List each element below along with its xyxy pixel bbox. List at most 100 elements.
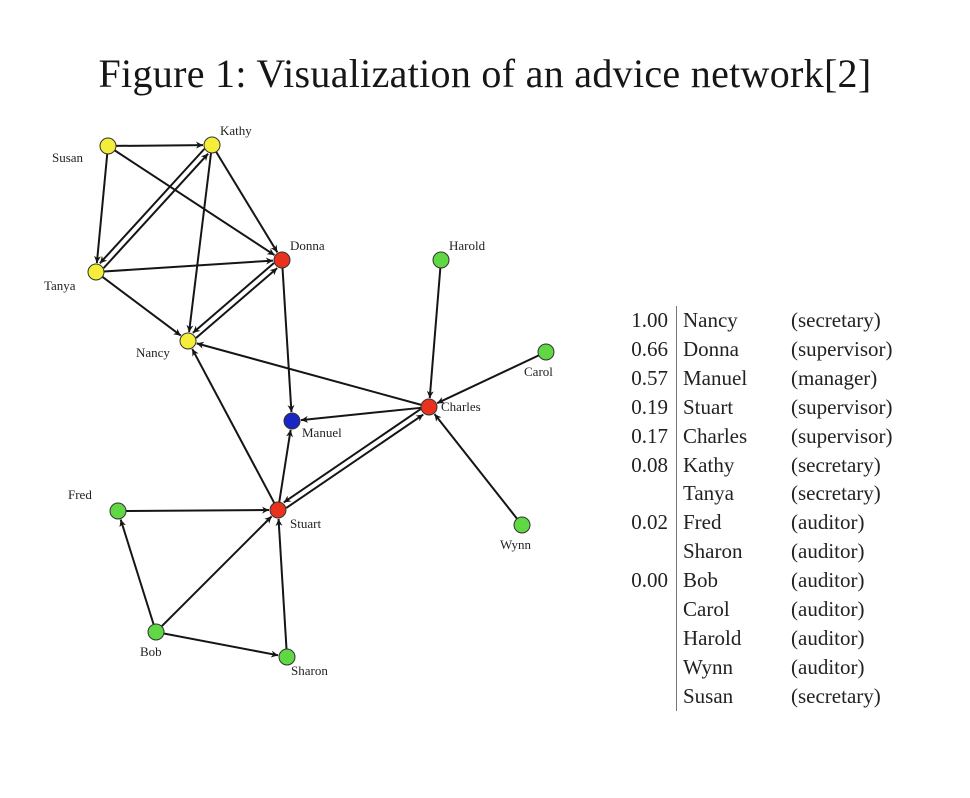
edge-susan-to-kathy [116,145,203,146]
edge-tanya-to-kathy [104,154,209,268]
ranking-score: 0.57 [600,364,677,393]
edge-charles-to-nancy [197,343,422,405]
node-fred [110,503,126,519]
ranking-name: Sharon [677,537,784,566]
node-kathy [204,137,220,153]
ranking-name: Stuart [677,393,784,422]
node-label-wynn: Wynn [500,537,531,552]
ranking-role: (secretary) [783,479,940,508]
ranking-name: Wynn [677,653,784,682]
node-label-stuart: Stuart [290,516,321,531]
node-label-fred: Fred [68,487,92,502]
ranking-row: Carol (auditor) [600,595,940,624]
edge-sharon-to-stuart [279,519,287,649]
ranking-score [600,682,677,711]
node-stuart [270,502,286,518]
node-label-kathy: Kathy [220,123,252,138]
ranking-role: (auditor) [783,508,940,537]
ranking-score [600,537,677,566]
node-wynn [514,517,530,533]
edge-kathy-to-nancy [189,153,211,332]
ranking-role: (supervisor) [783,393,940,422]
ranking-role: (auditor) [783,566,940,595]
node-label-charles: Charles [441,399,481,414]
ranking-row: 1.00 Nancy (secretary) [600,306,940,335]
ranking-name: Tanya [677,479,784,508]
ranking-name: Charles [677,422,784,451]
edge-donna-to-nancy [193,263,274,333]
node-tanya [88,264,104,280]
ranking-row: 0.00 Bob (auditor) [600,566,940,595]
ranking-role: (manager) [783,364,940,393]
edge-stuart-to-manuel [279,430,290,502]
ranking-score [600,479,677,508]
edge-bob-to-sharon [164,633,278,655]
node-label-nancy: Nancy [136,345,170,360]
ranking-role: (auditor) [783,595,940,624]
node-bob [148,624,164,640]
edge-nancy-to-donna [196,268,277,338]
node-label-bob: Bob [140,644,162,659]
edge-bob-to-stuart [162,516,272,626]
ranking-role: (auditor) [783,653,940,682]
ranking-role: (secretary) [783,682,940,711]
ranking-row: 0.19 Stuart (supervisor) [600,393,940,422]
ranking-row: Tanya (secretary) [600,479,940,508]
node-manuel [284,413,300,429]
edge-charles-to-manuel [301,408,421,420]
ranking-score: 0.08 [600,451,677,480]
edge-harold-to-charles [430,268,441,398]
ranking-name: Bob [677,566,784,595]
edge-fred-to-stuart [126,510,269,511]
ranking-score: 0.66 [600,335,677,364]
ranking-row: Susan (secretary) [600,682,940,711]
ranking-role: (supervisor) [783,335,940,364]
node-label-harold: Harold [449,238,486,253]
node-label-carol: Carol [524,364,553,379]
node-charles [421,399,437,415]
node-susan [100,138,116,154]
ranking-row: Sharon (auditor) [600,537,940,566]
ranking-name: Kathy [677,451,784,480]
edge-wynn-to-charles [435,414,517,519]
edge-carol-to-charles [437,355,539,403]
ranking-score [600,653,677,682]
ranking-name: Fred [677,508,784,537]
ranking-name: Susan [677,682,784,711]
ranking-score [600,624,677,653]
node-carol [538,344,554,360]
edge-susan-to-tanya [97,154,107,263]
ranking-row: Harold (auditor) [600,624,940,653]
node-label-donna: Donna [290,238,325,253]
ranking-row: 0.66 Donna (supervisor) [600,335,940,364]
ranking-score [600,595,677,624]
ranking-role: (auditor) [783,537,940,566]
ranking-name: Carol [677,595,784,624]
advice-network-graph: Susan Kathy Tanya Donna Nancy Harold Carol Char… [0,0,600,798]
ranking-row: Wynn (auditor) [600,653,940,682]
ranking-row: 0.08 Kathy (secretary) [600,451,940,480]
ranking-name: Nancy [677,306,784,335]
node-harold [433,252,449,268]
edge-donna-to-manuel [282,268,291,412]
ranking-role: (secretary) [783,451,940,480]
ranking-row: 0.17 Charles (supervisor) [600,422,940,451]
edge-tanya-to-nancy [102,277,180,336]
node-label-sharon: Sharon [291,663,328,678]
ranking-row: 0.02 Fred (auditor) [600,508,940,537]
ranking-role: (auditor) [783,624,940,653]
edge-stuart-to-nancy [192,349,274,503]
node-label-manuel: Manuel [302,425,342,440]
edge-bob-to-fred [121,520,154,625]
edge-charles-to-stuart [284,409,421,502]
ranking-name: Donna [677,335,784,364]
ranking-score: 0.02 [600,508,677,537]
edge-kathy-to-tanya [100,149,205,263]
ranking-name: Harold [677,624,784,653]
ranking-score: 1.00 [600,306,677,335]
ranking-role: (secretary) [783,306,940,335]
edge-tanya-to-donna [104,261,273,272]
ranking-score: 0.00 [600,566,677,595]
ranking-name: Manuel [677,364,784,393]
node-nancy [180,333,196,349]
